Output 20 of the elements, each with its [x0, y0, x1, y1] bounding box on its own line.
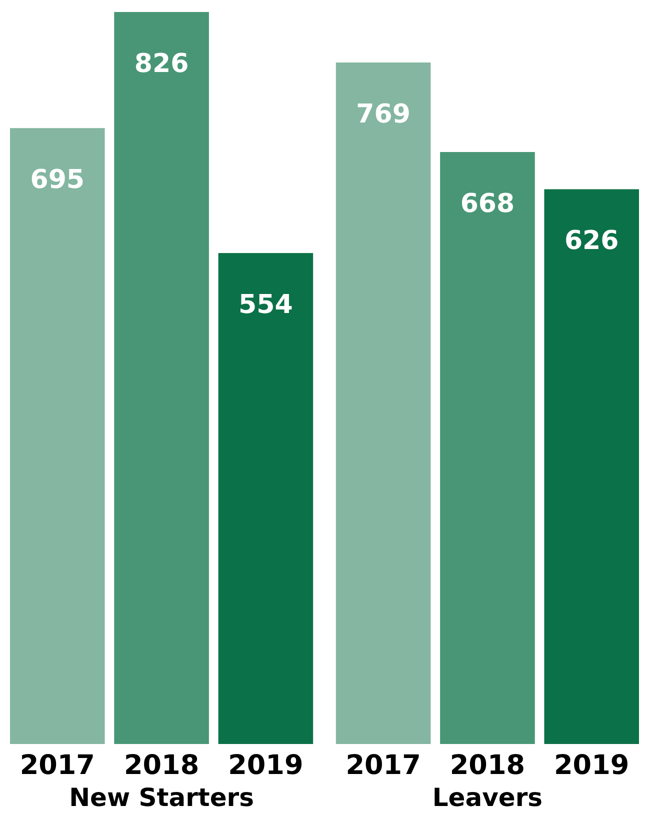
x-tick-label: New Starters: [69, 783, 254, 812]
bar: [114, 12, 209, 744]
data-label: 826: [134, 49, 189, 79]
data-label: 695: [30, 165, 85, 196]
series-label: 2019: [228, 750, 304, 781]
bar: [336, 62, 431, 744]
text: 2017: [346, 750, 421, 781]
data-label: 626: [564, 226, 619, 256]
bar: [544, 189, 639, 744]
text: 2019: [554, 750, 630, 781]
x-tick-label: Leavers: [432, 783, 543, 812]
series-label: 2018: [124, 750, 200, 781]
text: 2018: [450, 750, 526, 781]
bar: [440, 152, 535, 744]
series-label: 2017: [20, 750, 95, 781]
data-label: 554: [238, 290, 293, 320]
bar: [218, 253, 314, 744]
data-label: 668: [460, 189, 515, 220]
data-label: 769: [356, 100, 410, 130]
bar: [10, 128, 105, 744]
